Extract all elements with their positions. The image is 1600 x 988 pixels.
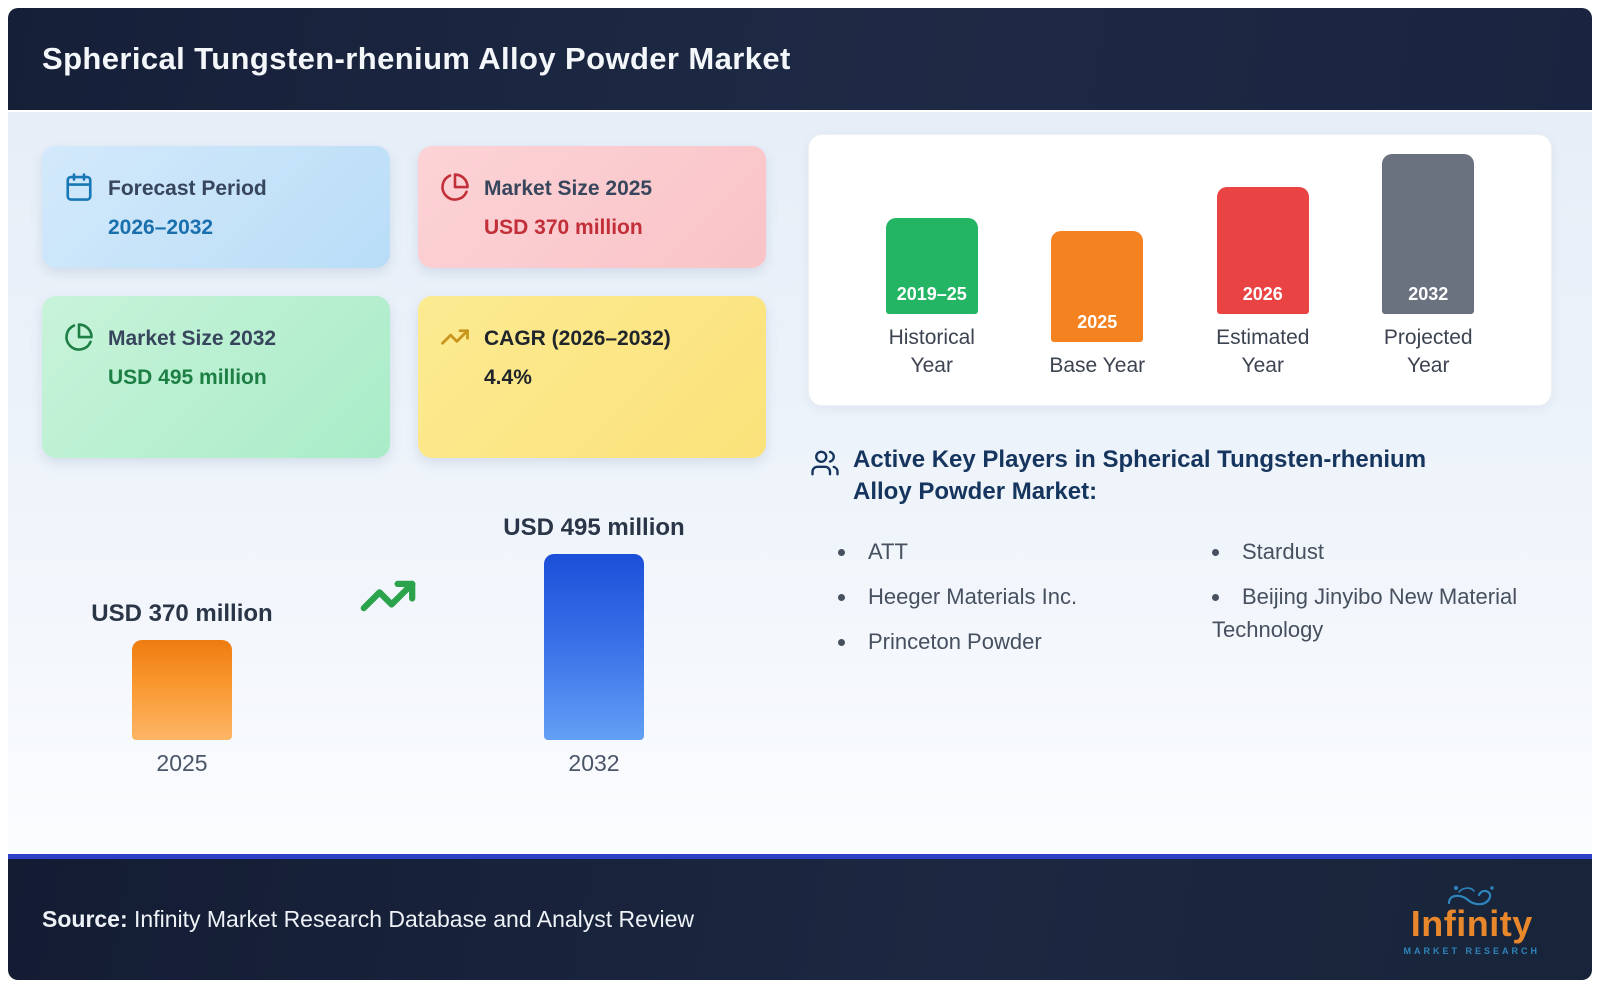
growth-chart: USD 370 million 2025 USD 495 million 203… (8, 514, 794, 777)
card-label: Market Size 2032 (108, 327, 277, 350)
key-players-column-1: ATT Heeger Materials Inc. Princeton Powd… (838, 535, 1176, 670)
timeline-card: 2019–25 Historical Year 2025 Base Year 2… (808, 134, 1552, 406)
right-panel: 2019–25 Historical Year 2025 Base Year 2… (794, 112, 1592, 854)
key-players-column-2: Stardust Beijing Jinyibo New Material Te… (1212, 535, 1550, 670)
card-label: Market Size 2025 (484, 177, 653, 200)
key-player-item: Stardust (1212, 535, 1550, 568)
bar-2032 (544, 554, 644, 740)
logo-subtitle: MARKET RESEARCH (1403, 945, 1540, 956)
logo-name: Infinity (1410, 902, 1533, 944)
growth-trend-arrow-icon (352, 567, 424, 625)
bar-value-label: USD 495 million (503, 514, 685, 541)
timeline-bar: 2019–25 (885, 218, 978, 315)
timeline-caption: Projected Year (1383, 326, 1473, 377)
timeline-bar-year: 2032 (1408, 284, 1449, 305)
bar-2025 (132, 640, 232, 740)
calendar-icon (64, 172, 94, 202)
growth-bar-2025: USD 370 million 2025 (66, 600, 298, 777)
pie-chart-icon (64, 322, 94, 352)
timeline-caption: Historical Year (888, 326, 975, 377)
card-forecast-period: Forecast Period 2026–2032 (42, 146, 390, 268)
timeline-bar: 2026 (1216, 187, 1309, 315)
bar-value-label: USD 370 million (91, 600, 273, 627)
growth-bar-2032: USD 495 million 2032 (478, 514, 710, 777)
source-label: Source: (42, 906, 128, 932)
timeline-base: 2025 Base Year (1041, 230, 1153, 379)
key-player-item: ATT (838, 535, 1176, 568)
timeline-bar-year: 2026 (1242, 284, 1283, 305)
card-cagr: CAGR (2026–2032) 4.4% (418, 296, 766, 458)
key-players-heading: Active Key Players in Spherical Tungsten… (853, 446, 1427, 506)
pie-chart-icon (440, 172, 470, 202)
infinity-logo: Infinity MARKET RESEARCH (1403, 884, 1540, 956)
left-panel: Forecast Period 2026–2032 Market Size 20… (8, 112, 794, 854)
key-players-section: Active Key Players in Spherical Tungsten… (810, 444, 1550, 670)
card-market-size-2032: Market Size 2032 USD 495 million (42, 296, 390, 458)
users-icon (810, 448, 840, 478)
timeline-estimated: 2026 Estimated Year (1207, 187, 1319, 379)
card-value: 4.4% (484, 365, 532, 389)
source-value: Infinity Market Research Database and An… (127, 906, 694, 932)
card-value: 2026–2032 (108, 215, 214, 239)
key-player-item: Princeton Powder (838, 625, 1176, 658)
timeline-caption: Base Year (1049, 353, 1146, 377)
footer: Source: Infinity Market Research Databas… (8, 854, 1592, 980)
main-content: Forecast Period 2026–2032 Market Size 20… (8, 112, 1592, 854)
stat-cards: Forecast Period 2026–2032 Market Size 20… (8, 112, 794, 458)
card-label: Forecast Period (108, 177, 267, 200)
timeline-projected: 2032 Projected Year (1372, 154, 1484, 379)
key-players-header: Active Key Players in Spherical Tungsten… (810, 444, 1550, 509)
card-market-size-2025: Market Size 2025 USD 370 million (418, 146, 766, 268)
key-player-item: Beijing Jinyibo New Material Technology (1212, 580, 1550, 646)
bar-axis-label: 2025 (156, 750, 208, 776)
bar-axis-label: 2032 (568, 750, 620, 776)
timeline-bar: 2025 (1051, 230, 1144, 342)
page-title: Spherical Tungsten-rhenium Alloy Powder … (42, 41, 791, 76)
timeline-bar-year: 2019–25 (896, 284, 967, 305)
timeline-bar-year: 2025 (1077, 311, 1118, 332)
header: Spherical Tungsten-rhenium Alloy Powder … (8, 8, 1592, 110)
card-value: USD 370 million (484, 215, 643, 239)
card-label: CAGR (2026–2032) (484, 327, 671, 350)
key-players-lists: ATT Heeger Materials Inc. Princeton Powd… (810, 535, 1550, 670)
source-text: Source: Infinity Market Research Databas… (42, 906, 694, 933)
timeline-caption: Estimated Year (1216, 326, 1310, 377)
trending-up-icon (440, 322, 470, 352)
timeline-bar: 2032 (1382, 154, 1475, 315)
infinity-swirl-icon (1439, 884, 1505, 910)
card-value: USD 495 million (108, 365, 267, 389)
key-player-item: Heeger Materials Inc. (838, 580, 1176, 613)
timeline-historical: 2019–25 Historical Year (876, 218, 988, 379)
